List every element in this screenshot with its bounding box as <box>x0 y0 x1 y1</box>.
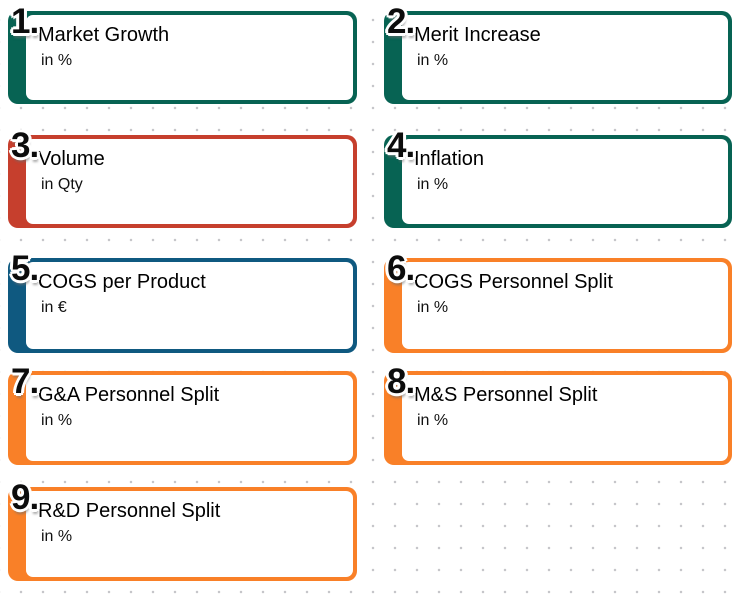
card-title: Merit Increase <box>414 24 541 46</box>
driver-card-cogs-personnel-split[interactable]: 6. COGS Personnel Split in % <box>384 251 732 353</box>
card-unit: in % <box>417 176 449 193</box>
card-title: COGS per Product <box>38 271 206 293</box>
card-body: R&D Personnel Split in % <box>26 491 353 577</box>
card-body: Market Growth in % <box>26 15 353 100</box>
card-number-badge: 4. <box>387 126 415 165</box>
card-body: Merit Increase in % <box>402 15 728 100</box>
card-unit: in % <box>417 52 449 69</box>
card-number-badge: 6. <box>387 249 415 288</box>
driver-card-volume[interactable]: 3. Volume in Qty <box>8 128 357 228</box>
driver-card-ms-personnel-split[interactable]: 8. M&S Personnel Split in % <box>384 364 732 465</box>
driver-card-merit-increase[interactable]: 2. Merit Increase in % <box>384 4 732 104</box>
card-number-badge: 3. <box>11 126 39 165</box>
card-unit: in Qty <box>41 176 83 193</box>
card-title: R&D Personnel Split <box>38 500 221 522</box>
driver-card-market-growth[interactable]: 1. Market Growth in % <box>8 4 357 104</box>
driver-card-inflation[interactable]: 4. Inflation in % <box>384 128 732 228</box>
card-body: Volume in Qty <box>26 139 353 224</box>
card-unit: in % <box>41 528 73 545</box>
driver-card-rd-personnel-split[interactable]: 9. R&D Personnel Split in % <box>8 480 357 581</box>
card-number-badge: 5. <box>11 249 39 288</box>
driver-card-ga-personnel-split[interactable]: 7. G&A Personnel Split in % <box>8 364 357 465</box>
card-title: M&S Personnel Split <box>414 384 598 406</box>
driver-card-cogs-per-product[interactable]: 5. COGS per Product in € <box>8 251 357 353</box>
card-body: M&S Personnel Split in % <box>402 375 728 461</box>
card-unit: in % <box>417 299 449 316</box>
card-title: Inflation <box>414 148 485 170</box>
card-unit: in % <box>41 412 73 429</box>
card-unit: in % <box>41 52 73 69</box>
card-body: COGS per Product in € <box>26 262 353 349</box>
card-number-badge: 2. <box>387 2 415 41</box>
card-unit: in € <box>41 299 67 316</box>
card-title: Market Growth <box>38 24 170 46</box>
card-title: COGS Personnel Split <box>414 271 613 293</box>
card-number-badge: 1. <box>11 2 39 41</box>
card-body: Inflation in % <box>402 139 728 224</box>
card-number-badge: 8. <box>387 362 415 401</box>
card-body: G&A Personnel Split in % <box>26 375 353 461</box>
card-unit: in % <box>417 412 449 429</box>
card-number-badge: 7. <box>11 362 39 401</box>
card-title: G&A Personnel Split <box>38 384 220 406</box>
card-body: COGS Personnel Split in % <box>402 262 728 349</box>
card-title: Volume <box>38 148 105 170</box>
card-number-badge: 9. <box>11 478 39 517</box>
